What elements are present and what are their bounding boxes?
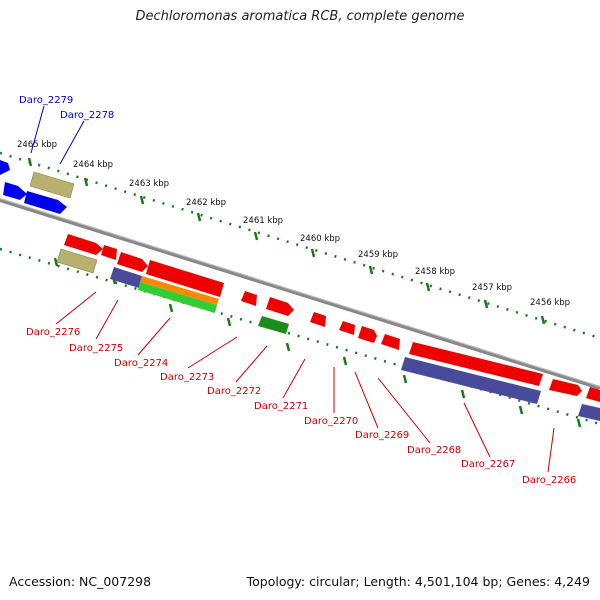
inner-strand-genes: [56, 234, 600, 421]
tick-mark: [196, 212, 202, 222]
tick-mark: [139, 195, 145, 205]
gene-orange-box: [140, 276, 219, 305]
gene-khaki-box: [56, 248, 98, 274]
tick-label: 2458 kbp: [415, 267, 455, 277]
tick-mark: [483, 299, 489, 309]
tick-mark: [342, 356, 348, 366]
accession-text: Accession: NC_007298: [9, 574, 152, 589]
tick-mark: [425, 282, 431, 292]
tick-label: 2460 kbp: [300, 234, 340, 244]
bottom-gene-labels: Daro_2276 Daro_2275 Daro_2274 Daro_2273 …: [26, 327, 576, 486]
tick-label: 2464 kbp: [73, 160, 113, 170]
gene-red-arrow: [266, 297, 294, 316]
gene-darkgreen-box: [258, 316, 289, 334]
tick-mark: [368, 265, 374, 275]
gene-blue-arrow: [3, 182, 27, 200]
gene-label-daro-2268: Daro_2268: [407, 445, 461, 456]
bottom-gene-callouts: [55, 291, 555, 473]
tick-label: 2459 kbp: [358, 250, 398, 260]
tick-mark: [460, 389, 466, 399]
tick-mark: [402, 374, 408, 384]
callout-line: [354, 371, 379, 429]
tick-mark: [253, 231, 259, 241]
callout-line: [55, 291, 97, 325]
callout-line: [282, 358, 306, 399]
callout-line: [137, 317, 171, 356]
gene-red-arrow: [310, 312, 326, 327]
inner-dotted-track: [0, 247, 600, 426]
tick-label: 2461 kbp: [243, 216, 283, 226]
callout-line: [59, 120, 85, 165]
gene-label-daro-2267: Daro_2267: [461, 459, 515, 470]
tick-mark: [53, 257, 59, 267]
gene-red-arrow: [549, 379, 582, 396]
tick-mark: [27, 157, 33, 167]
callout-line: [30, 105, 45, 154]
gene-label-daro-2275: Daro_2275: [69, 343, 123, 354]
topology-text: Topology: circular; Length: 4,501,104 bp…: [246, 574, 590, 589]
callout-line: [377, 377, 431, 444]
gene-label-daro-2273: Daro_2273: [160, 372, 214, 383]
gene-red-arrow: [101, 245, 117, 260]
kbp-tick-labels: 2465 kbp 2464 kbp 2463 kbp 2462 kbp 2461…: [17, 140, 570, 308]
gene-label-daro-2266: Daro_2266: [522, 475, 576, 486]
gene-red-box: [409, 342, 543, 386]
gene-blue-arrow: [0, 160, 10, 175]
top-gene-callouts: [30, 105, 85, 165]
tick-label: 2465 kbp: [17, 140, 57, 150]
gene-red-arrow: [358, 326, 377, 343]
genome-backbone: [0, 198, 600, 390]
gene-blue-arrow: [24, 191, 67, 214]
gene-label-daro-2269: Daro_2269: [355, 430, 409, 441]
gene-label-daro-2271: Daro_2271: [254, 401, 308, 412]
tick-mark: [576, 418, 582, 428]
gene-purple-box: [401, 357, 541, 404]
gene-red-arrow: [586, 387, 600, 402]
callout-line: [187, 336, 238, 369]
gene-khaki-box: [29, 171, 75, 199]
tick-label: 2456 kbp: [530, 298, 570, 308]
top-gene-labels: Daro_2279 Daro_2278: [19, 95, 114, 121]
callout-line: [547, 427, 555, 473]
callout-line: [463, 402, 491, 458]
kbp-tick-marks: [27, 157, 546, 325]
gene-red-arrow: [64, 234, 103, 255]
gene-red-box: [146, 260, 224, 297]
tick-mark: [226, 317, 232, 327]
gene-red-arrow: [117, 252, 148, 272]
tick-mark: [518, 405, 524, 415]
gene-red-arrow: [339, 321, 355, 335]
gene-green-box: [138, 282, 217, 313]
tick-mark: [83, 177, 89, 187]
gene-purple-box: [578, 404, 600, 421]
gene-red-arrow: [381, 334, 400, 350]
tick-label: 2463 kbp: [129, 179, 169, 189]
tick-mark: [168, 303, 174, 313]
gene-label-daro-2270: Daro_2270: [304, 416, 358, 427]
gene-purple-box: [110, 267, 142, 288]
map-title: Dechloromonas aromatica RCB, complete ge…: [135, 9, 465, 24]
tick-mark: [540, 315, 546, 325]
gene-label-daro-2276: Daro_2276: [26, 327, 80, 338]
tick-label: 2457 kbp: [472, 283, 512, 293]
callout-line: [235, 345, 268, 383]
tick-label: 2462 kbp: [186, 198, 226, 208]
gene-label-daro-2272: Daro_2272: [207, 386, 261, 397]
outer-strand-genes: [0, 160, 75, 214]
gene-label-daro-2278: Daro_2278: [60, 110, 114, 121]
gene-label-daro-2274: Daro_2274: [114, 358, 168, 369]
gene-red-arrow: [241, 291, 257, 306]
callout-line: [95, 299, 119, 340]
gene-label-daro-2279: Daro_2279: [19, 95, 73, 106]
tick-mark: [285, 342, 291, 352]
inner-tick-marks: [53, 257, 582, 428]
tick-mark: [310, 248, 316, 258]
